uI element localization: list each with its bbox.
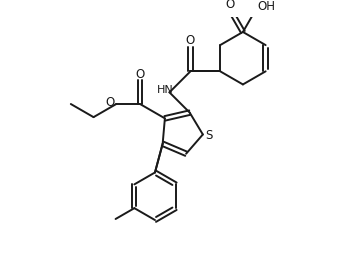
- Text: OH: OH: [257, 0, 275, 13]
- Text: O: O: [186, 34, 195, 47]
- Text: S: S: [205, 129, 213, 142]
- Text: O: O: [225, 0, 234, 11]
- Text: O: O: [135, 68, 145, 81]
- Text: HN: HN: [157, 85, 174, 95]
- Text: O: O: [106, 96, 115, 110]
